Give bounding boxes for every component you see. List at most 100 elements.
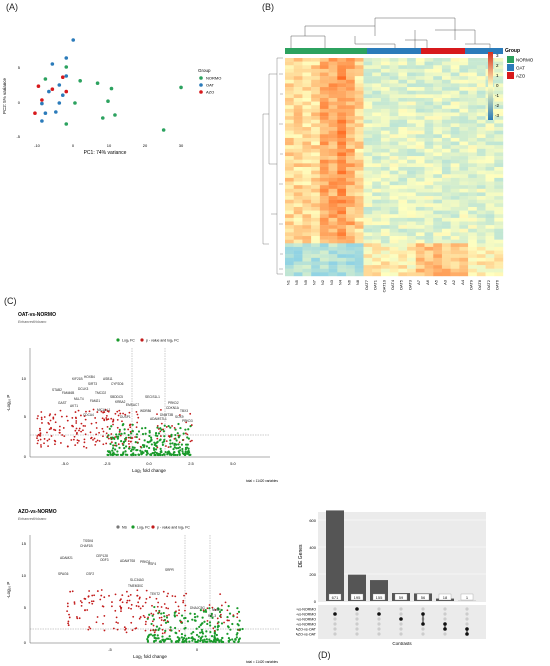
heatmap-cell xyxy=(407,123,416,128)
heatmap-cell xyxy=(485,272,495,277)
volcano-point-sig xyxy=(50,435,53,437)
heatmap-cell xyxy=(337,163,347,168)
volcano-point-sig xyxy=(117,622,119,624)
heatmap-cell xyxy=(407,76,416,80)
heatmap-cell xyxy=(311,148,321,153)
heatmap-cell xyxy=(354,58,364,62)
heatmap-cell xyxy=(398,90,408,95)
panel-d-label: (D) xyxy=(318,650,331,660)
volcano-point-sig xyxy=(178,414,181,416)
heatmap-cell xyxy=(363,228,373,233)
heatmap-cell xyxy=(328,170,338,175)
heatmap-cell xyxy=(424,97,434,102)
heatmap-cell xyxy=(433,236,443,240)
volcano-point-ns xyxy=(131,423,134,426)
heatmap-cell xyxy=(337,83,347,88)
heatmap-cell xyxy=(346,123,355,128)
heatmap-cell xyxy=(380,148,390,153)
volcano-point-sig xyxy=(36,437,38,440)
volcano-point-sig xyxy=(77,409,80,412)
heatmap-cell xyxy=(380,261,390,266)
heatmap-cell xyxy=(476,232,486,237)
volcano-point-ns xyxy=(178,446,181,449)
heatmap-cell xyxy=(311,199,321,204)
heatmap-cell xyxy=(424,105,434,110)
heatmap-cell xyxy=(415,130,425,135)
volcano-point-sig xyxy=(94,443,97,446)
heatmap-cell xyxy=(433,228,443,233)
heatmap-cell xyxy=(441,123,451,128)
volcano-point-ns xyxy=(131,446,134,449)
heatmap-scale-3: 3 xyxy=(496,53,499,58)
heatmap-cell xyxy=(398,123,408,128)
volcano1-legend: Log₂ FC p - value and log₂ FC xyxy=(116,338,179,343)
heatmap-cell xyxy=(476,141,486,146)
volcano-point-ns xyxy=(152,447,156,450)
volcano-point-sig xyxy=(211,606,214,609)
heatmap-cell xyxy=(468,196,478,200)
heatmap-cell xyxy=(337,90,347,95)
volcano-point-ns xyxy=(179,426,182,430)
heatmap-cell xyxy=(476,268,486,273)
volcano-point-ns xyxy=(169,426,172,429)
volcano-point-sig xyxy=(68,616,71,619)
volcano-point-sig xyxy=(219,593,222,596)
volcano-point-ns xyxy=(153,448,156,451)
volcano-point-sig xyxy=(61,434,64,436)
heatmap-cell xyxy=(441,250,451,255)
heatmap-cell xyxy=(285,261,294,266)
volcano-point-ns xyxy=(206,640,209,643)
volcano-point-ns xyxy=(228,612,232,615)
heatmap-cell xyxy=(441,90,451,95)
heatmap-cell xyxy=(389,159,399,164)
heatmap-cell xyxy=(433,243,443,248)
volcano-point-ns xyxy=(115,444,118,447)
volcano-point-ns xyxy=(216,639,219,642)
heatmap-cell xyxy=(476,210,486,215)
heatmap-cell xyxy=(407,83,416,88)
heatmap-cell xyxy=(319,250,329,255)
heatmap-cell xyxy=(433,90,443,95)
heatmap-cell xyxy=(372,79,382,84)
heatmap-cell xyxy=(441,83,451,88)
heatmap-cell xyxy=(468,116,478,120)
heatmap-cell xyxy=(302,268,312,273)
heatmap-cell xyxy=(311,243,321,248)
heatmap-cell xyxy=(476,177,486,182)
volcano-point-ns xyxy=(156,426,159,429)
heatmap-cell xyxy=(302,159,312,164)
heatmap-cell xyxy=(328,174,338,179)
volcano-point-ns xyxy=(141,432,145,436)
heatmap-cell xyxy=(450,185,460,189)
heatmap-cell xyxy=(328,163,338,168)
heatmap-cell xyxy=(459,181,469,186)
heatmap-cell xyxy=(302,177,312,182)
heatmap-cell xyxy=(415,123,425,128)
volcano-point-ns xyxy=(115,433,118,436)
heatmap-cell xyxy=(285,123,294,128)
volcano-point-ns xyxy=(151,451,154,455)
volcano-point-ns xyxy=(201,630,204,634)
heatmap-cell xyxy=(398,257,408,262)
heatmap-cell xyxy=(459,188,469,193)
heatmap-cell xyxy=(354,228,364,233)
heatmap-cell xyxy=(450,170,460,175)
volcano-point-sig xyxy=(136,589,139,592)
heatmap-cell xyxy=(485,228,495,233)
heatmap-cell xyxy=(494,257,504,262)
volcano-point-ns xyxy=(189,453,192,456)
volcano-point-sig xyxy=(114,436,117,438)
heatmap-cell xyxy=(328,228,338,233)
heatmap-cell xyxy=(319,163,329,168)
volcano-point-ns xyxy=(182,432,185,435)
volcano-point-sig xyxy=(125,631,128,634)
heatmap-cell xyxy=(450,101,460,106)
heatmap-cell xyxy=(319,123,329,128)
heatmap-column-labels: N1 N5 N9 N7 N2 N3 N4 N6 N8 OAT7 OAT1 OAT10 OAT4 OAT5 O… xyxy=(285,279,499,292)
heatmap-cell xyxy=(485,239,495,244)
heatmap-cell xyxy=(328,61,338,66)
heatmap-cell xyxy=(285,83,294,88)
volcano-point-sig xyxy=(80,601,83,604)
pca-point-normo-3 xyxy=(109,86,114,91)
heatmap-cell xyxy=(380,61,390,66)
